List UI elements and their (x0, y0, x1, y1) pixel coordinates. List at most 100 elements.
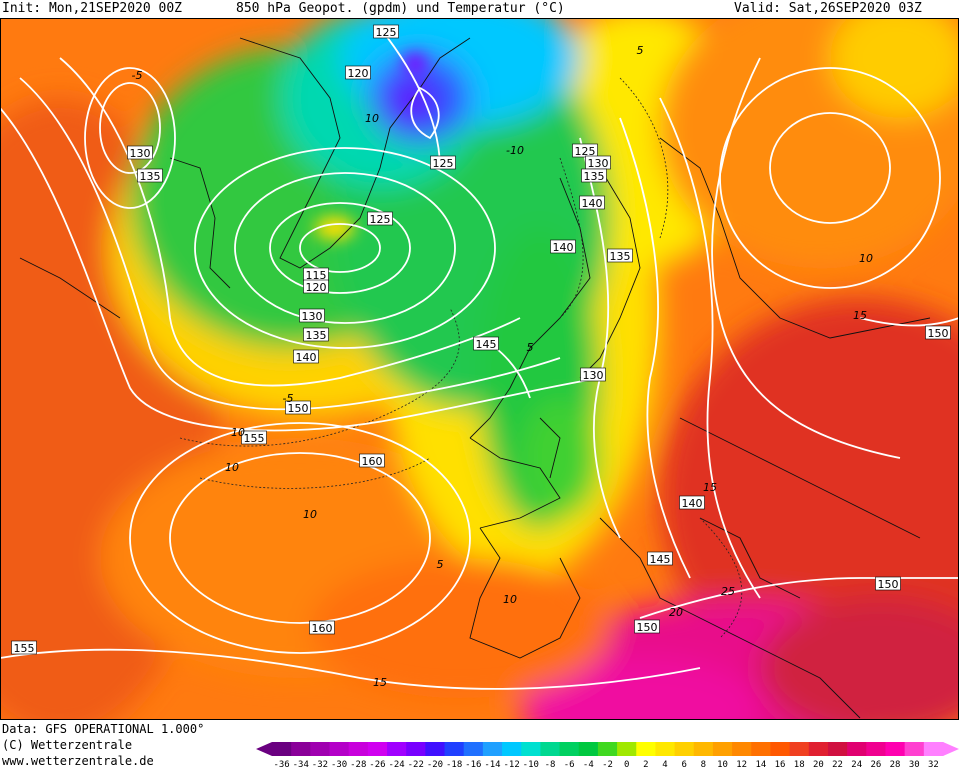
temperature-label: 10 (859, 252, 873, 265)
geopotential-label-text: 160 (362, 455, 383, 468)
map-title: 850 hPa Geopot. (gpdm) und Temperatur (°… (236, 1, 565, 16)
colorbar-tick-label: -22 (408, 760, 424, 770)
colorbar-cell (444, 742, 465, 756)
geopotential-label-text: 150 (928, 327, 949, 340)
colorbar-cell (387, 742, 407, 756)
geopotential-label-text: 125 (575, 145, 596, 158)
colorbar-tick-label: -36 (273, 760, 289, 770)
colorbar-tick-label: 6 (681, 760, 686, 770)
website: www.wetterzentrale.de (2, 754, 154, 768)
colorbar-cell (636, 742, 656, 756)
colorbar-tick-label: -8 (545, 760, 556, 770)
geopotential-label-text: 150 (288, 402, 309, 415)
geopotential-label-text: 140 (682, 497, 703, 510)
colorbar-cell (502, 742, 522, 756)
geopotential-label: 150 (875, 576, 901, 591)
colorbar-cell (291, 742, 311, 756)
colorbar-cell (923, 742, 944, 756)
colorbar-tick-label: 30 (909, 760, 920, 770)
colorbar-tick-label: -30 (331, 760, 347, 770)
colorbar-tick-label: -16 (465, 760, 481, 770)
geopotential-label-text: 145 (650, 553, 671, 566)
temperature-field: 1251201251251151201301351401501551601601… (0, 18, 959, 720)
colorbar-cell (463, 742, 484, 756)
colorbar-cell (578, 742, 599, 756)
geopotential-label: 145 (473, 336, 499, 351)
geopotential-label-text: 150 (637, 621, 658, 634)
geopotential-label-text: 155 (14, 642, 35, 655)
colorbar-tick-label: 26 (870, 760, 881, 770)
colorbar-cell (521, 742, 541, 756)
geopotential-label-text: 125 (376, 26, 397, 39)
geopotential-label-text: 135 (140, 170, 161, 183)
temperature-label: 25 (721, 585, 735, 598)
temperature-label: 20 (669, 606, 683, 619)
copyright: (C) Wetterzentrale (2, 738, 133, 752)
colorbar-cell (310, 742, 331, 756)
colorbar-cell (751, 742, 771, 756)
colorbar-tick-label: -2 (602, 760, 613, 770)
weather-map: 1251201251251151201301351401501551601601… (0, 18, 959, 720)
coastlines (19, 37, 931, 719)
colorbar-cell (847, 742, 867, 756)
geopotential-label: 135 (303, 327, 329, 342)
colorbar-tick-label: 12 (736, 760, 747, 770)
geopotential-label-text: 135 (610, 250, 631, 263)
temperature-label: 5 (437, 558, 444, 571)
colorbar-tick-label: -12 (504, 760, 520, 770)
temperature-label: -10 (506, 144, 524, 157)
colorbar-cell (272, 742, 292, 756)
colorbar-tick-label: 24 (851, 760, 862, 770)
colorbar-cell (904, 742, 925, 756)
temperature-label: 10 (503, 593, 517, 606)
map-header: Init: Mon,21SEP2020 00Z 850 hPa Geopot. … (0, 0, 959, 20)
geopotential-label: 125 (367, 211, 393, 226)
colorbar-tick-label: -4 (583, 760, 594, 770)
colorbar-tick-label: 2 (643, 760, 648, 770)
colorbar-tick-label: 20 (813, 760, 824, 770)
colorbar-tick-label: -28 (350, 760, 366, 770)
colorbar-cell (559, 742, 580, 756)
colorbar-cell (808, 742, 829, 756)
geopotential-labels: 1251201251251151201301351401501551601601… (11, 24, 951, 655)
colorbar-tick-label: -32 (312, 760, 328, 770)
geopotential-label: 120 (303, 279, 329, 294)
geopotential-label: 135 (581, 168, 607, 183)
geopotential-label-text: 150 (878, 578, 899, 591)
temperature-label: 10 (365, 112, 379, 125)
init-time: Init: Mon,21SEP2020 00Z (2, 1, 183, 16)
temperature-label: 15 (853, 309, 867, 322)
geopotential-label: 150 (285, 400, 311, 415)
colorbar-arrow-right (943, 742, 959, 756)
temperature-label: -5 (283, 392, 294, 405)
colorbar-tick-label: 32 (928, 760, 939, 770)
temperature-label: 5 (527, 341, 534, 354)
isotherms (179, 77, 743, 639)
geopotential-label-text: 120 (348, 67, 369, 80)
geopotential-label: 125 (430, 155, 456, 170)
colorbar-cell (827, 742, 848, 756)
colorbar-tick-label: -6 (564, 760, 575, 770)
geopotential-label: 155 (11, 640, 37, 655)
temperature-label: 15 (703, 481, 717, 494)
geopotential-label: 115 (303, 267, 329, 282)
colorbar-cell (597, 742, 618, 756)
colorbar-tick-label: 18 (794, 760, 805, 770)
temperature-label: 10 (303, 508, 317, 521)
colorbar-cell (540, 742, 561, 756)
geopotential-label-text: 115 (306, 269, 327, 282)
geopotential-label: 120 (345, 65, 371, 80)
geopotential-label: 160 (359, 453, 385, 468)
colorbar-cell (655, 742, 676, 756)
geopotential-label-text: 125 (370, 213, 391, 226)
colorbar-tick-label: 16 (775, 760, 786, 770)
colorbar-cell (674, 742, 695, 756)
geopotential-label-text: 160 (312, 622, 333, 635)
geopotential-label-text: 140 (582, 197, 603, 210)
colorbar-tick-label: -24 (388, 760, 404, 770)
colorbar-tick-label: 14 (755, 760, 766, 770)
geopotential-label-text: 140 (296, 351, 317, 364)
valid-time: Valid: Sat,26SEP2020 03Z (734, 1, 922, 16)
colorbar-cell (770, 742, 791, 756)
